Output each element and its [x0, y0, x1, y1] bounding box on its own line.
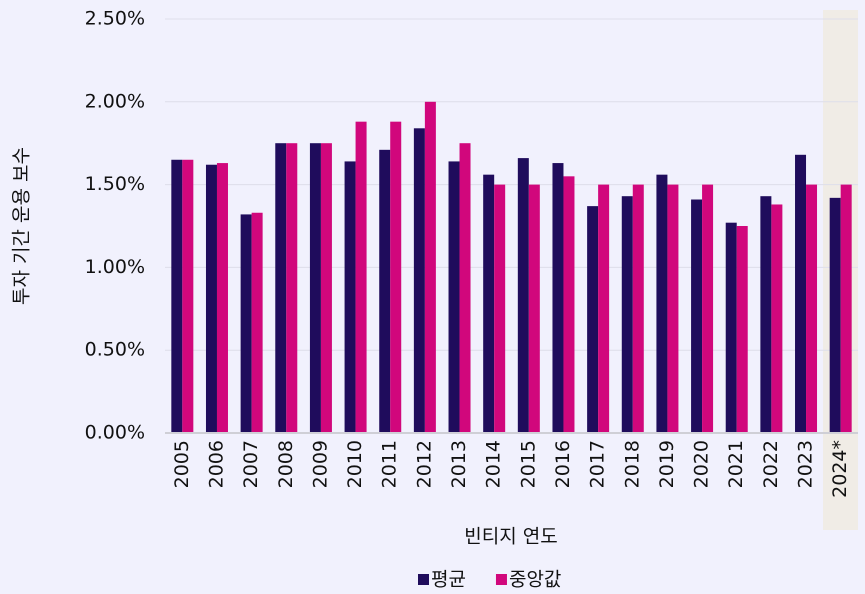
x-tick-label: 2024*: [829, 440, 851, 498]
x-tick-label: 2018: [621, 440, 643, 488]
bar: [829, 197, 841, 433]
bar: [286, 143, 298, 433]
bar: [528, 184, 540, 433]
y-tick-label: 2.00%: [85, 90, 145, 112]
bar: [517, 158, 529, 433]
bar: [725, 222, 737, 433]
bar: [424, 101, 436, 434]
x-tick-label: 2021: [725, 440, 747, 488]
bar: [275, 143, 287, 433]
bar: [344, 161, 356, 433]
x-tick-label: 2012: [413, 440, 435, 488]
bar: [806, 184, 818, 433]
bar: [448, 161, 460, 433]
bar: [667, 184, 679, 433]
y-tick-label: 1.50%: [85, 173, 145, 195]
bar: [598, 184, 610, 433]
bar: [795, 154, 807, 434]
legend-label: 중앙값: [509, 569, 561, 591]
bar: [587, 206, 599, 433]
y-tick-label: 1.00%: [85, 256, 145, 278]
x-tick-label: 2017: [587, 440, 609, 488]
bar: [736, 226, 748, 433]
legend-swatch: [495, 574, 507, 585]
x-tick-label: 2008: [275, 440, 297, 488]
bar: [563, 176, 575, 433]
x-tick-label: 2023: [795, 440, 817, 488]
x-tick-label: 2006: [205, 440, 227, 488]
bar: [656, 174, 668, 433]
bar: [621, 196, 633, 433]
bar: [483, 174, 495, 433]
bar: [702, 184, 714, 433]
y-tick-label: 0.50%: [85, 339, 145, 361]
x-tick-label: 2014: [483, 440, 505, 488]
x-tick-label: 2013: [448, 440, 470, 488]
bar: [552, 163, 564, 433]
legend-swatch: [418, 574, 429, 585]
bar: [171, 159, 183, 433]
y-axis-label: 투자 기간 운용 보수: [11, 147, 33, 305]
bar: [840, 184, 852, 433]
bar: [216, 163, 228, 433]
x-tick-label: 2011: [379, 440, 401, 488]
bar: [459, 143, 471, 433]
x-tick-label: 2010: [344, 440, 366, 488]
bar: [309, 143, 321, 433]
bar: [390, 121, 402, 433]
legend-label: 평균: [431, 569, 466, 591]
y-tick-label: 0.00%: [85, 422, 145, 444]
x-tick-label: 2007: [240, 440, 262, 488]
bar: [691, 199, 703, 433]
bar: [771, 204, 783, 433]
bar: [251, 212, 263, 433]
x-axis-label: 빈티지 연도: [464, 526, 557, 548]
x-tick-label: 2009: [309, 440, 331, 488]
bar: [240, 214, 252, 433]
bar: [632, 184, 644, 433]
x-tick-label: 2016: [552, 440, 574, 488]
y-tick-label: 2.50%: [85, 8, 145, 30]
x-tick-label: 2019: [656, 440, 678, 488]
x-tick-label: 2005: [171, 440, 193, 488]
bar: [413, 128, 425, 433]
bar: [320, 143, 332, 433]
x-tick-label: 2022: [760, 440, 782, 488]
bar: [355, 121, 367, 433]
bar: [379, 149, 391, 433]
bar: [182, 159, 194, 433]
bar: [760, 196, 772, 433]
x-tick-label: 2015: [517, 440, 539, 488]
bar: [205, 164, 217, 433]
x-tick-label: 2020: [691, 440, 713, 488]
bar: [494, 184, 506, 433]
